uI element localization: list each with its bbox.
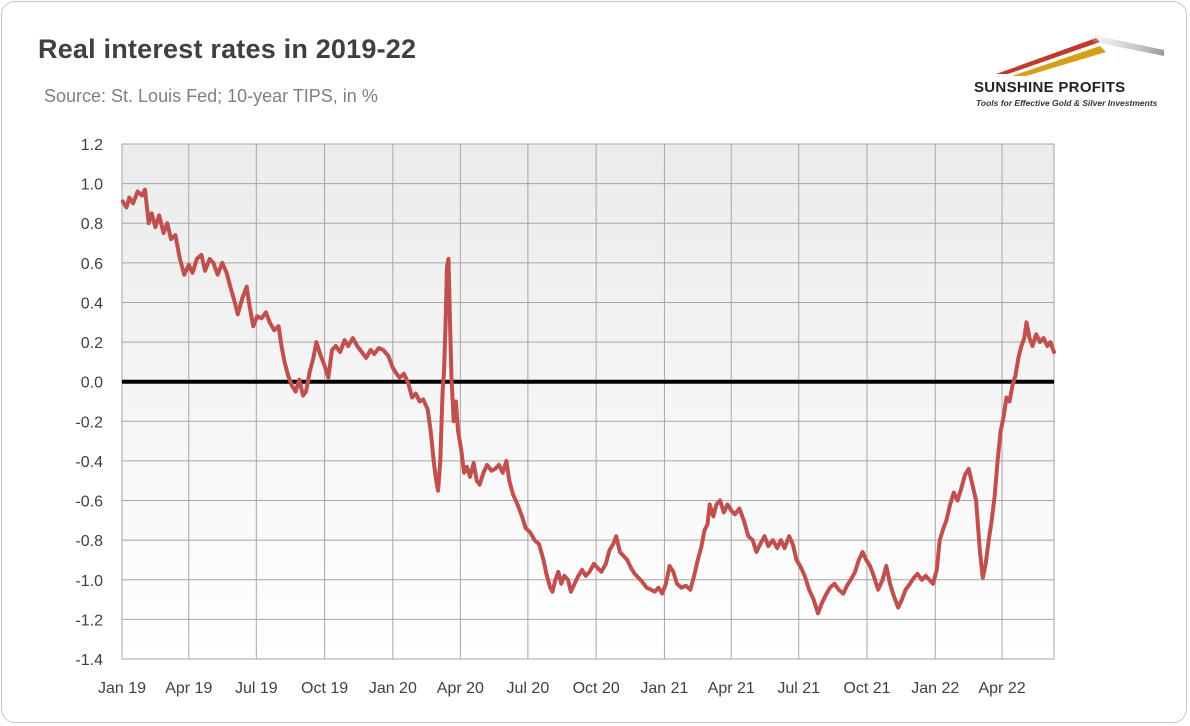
x-tick-label: Jul 20 <box>507 680 550 697</box>
x-tick-label: Jan 19 <box>98 680 146 697</box>
x-tick-label: Apr 21 <box>708 680 755 697</box>
y-tick-label: -1.0 <box>75 573 103 590</box>
logo-gold-stroke <box>1012 46 1106 76</box>
y-tick-label: 0.0 <box>81 375 103 392</box>
y-tick-label: -0.6 <box>75 494 103 511</box>
x-tick-label: Oct 20 <box>573 680 620 697</box>
y-tick-label: 0.2 <box>81 335 103 352</box>
plot-area <box>122 144 1054 659</box>
y-tick-label: 0.6 <box>81 256 103 273</box>
chart-title: Real interest rates in 2019-22 <box>38 34 417 64</box>
y-tick-label: -1.2 <box>75 612 103 629</box>
sunshine-profits-logo: SUNSHINE PROFITS Tools for Effective Gol… <box>968 24 1172 116</box>
logo-grey-stroke <box>1088 34 1164 56</box>
y-tick-label: -0.2 <box>75 414 103 431</box>
chart-subtitle: Source: St. Louis Fed; 10-year TIPS, in … <box>44 86 378 106</box>
logo-swoosh-icon <box>996 34 1164 76</box>
x-tick-label: Jan 22 <box>911 680 959 697</box>
x-axis-tick-labels: Jan 19 Apr 19 Jul 19 Oct 19 Jan 20 Apr 20 Jul … <box>98 680 1026 697</box>
y-tick-label: -0.4 <box>75 454 103 471</box>
x-tick-label: Jan 21 <box>640 680 688 697</box>
x-tick-label: Oct 21 <box>843 680 890 697</box>
x-tick-label: Jul 19 <box>235 680 278 697</box>
y-axis-tick-labels: 1.2 1.0 0.8 0.6 0.4 0.2 0.0 -0.2 -0.4 -0.6 -0.8 -1.… <box>75 137 103 669</box>
logo-name: SUNSHINE PROFITS <box>974 79 1126 96</box>
x-tick-label: Apr 19 <box>165 680 212 697</box>
y-tick-label: 1.2 <box>81 137 103 154</box>
x-tick-label: Jul 21 <box>777 680 820 697</box>
x-tick-label: Oct 19 <box>301 680 348 697</box>
x-tick-label: Jan 20 <box>369 680 417 697</box>
y-tick-label: 0.8 <box>81 216 103 233</box>
logo-tagline: Tools for Effective Gold & Silver Invest… <box>976 98 1158 108</box>
x-tick-label: Apr 20 <box>437 680 484 697</box>
x-tick-label: Apr 22 <box>978 680 1025 697</box>
y-tick-label: 1.0 <box>81 177 103 194</box>
series-layer <box>120 187 1056 616</box>
logo-red-stroke <box>996 38 1100 74</box>
y-tick-label: 0.4 <box>81 295 103 312</box>
y-tick-label: -1.4 <box>75 652 103 669</box>
series-line-real-rate <box>120 187 1056 616</box>
y-tick-label: -0.8 <box>75 533 103 550</box>
